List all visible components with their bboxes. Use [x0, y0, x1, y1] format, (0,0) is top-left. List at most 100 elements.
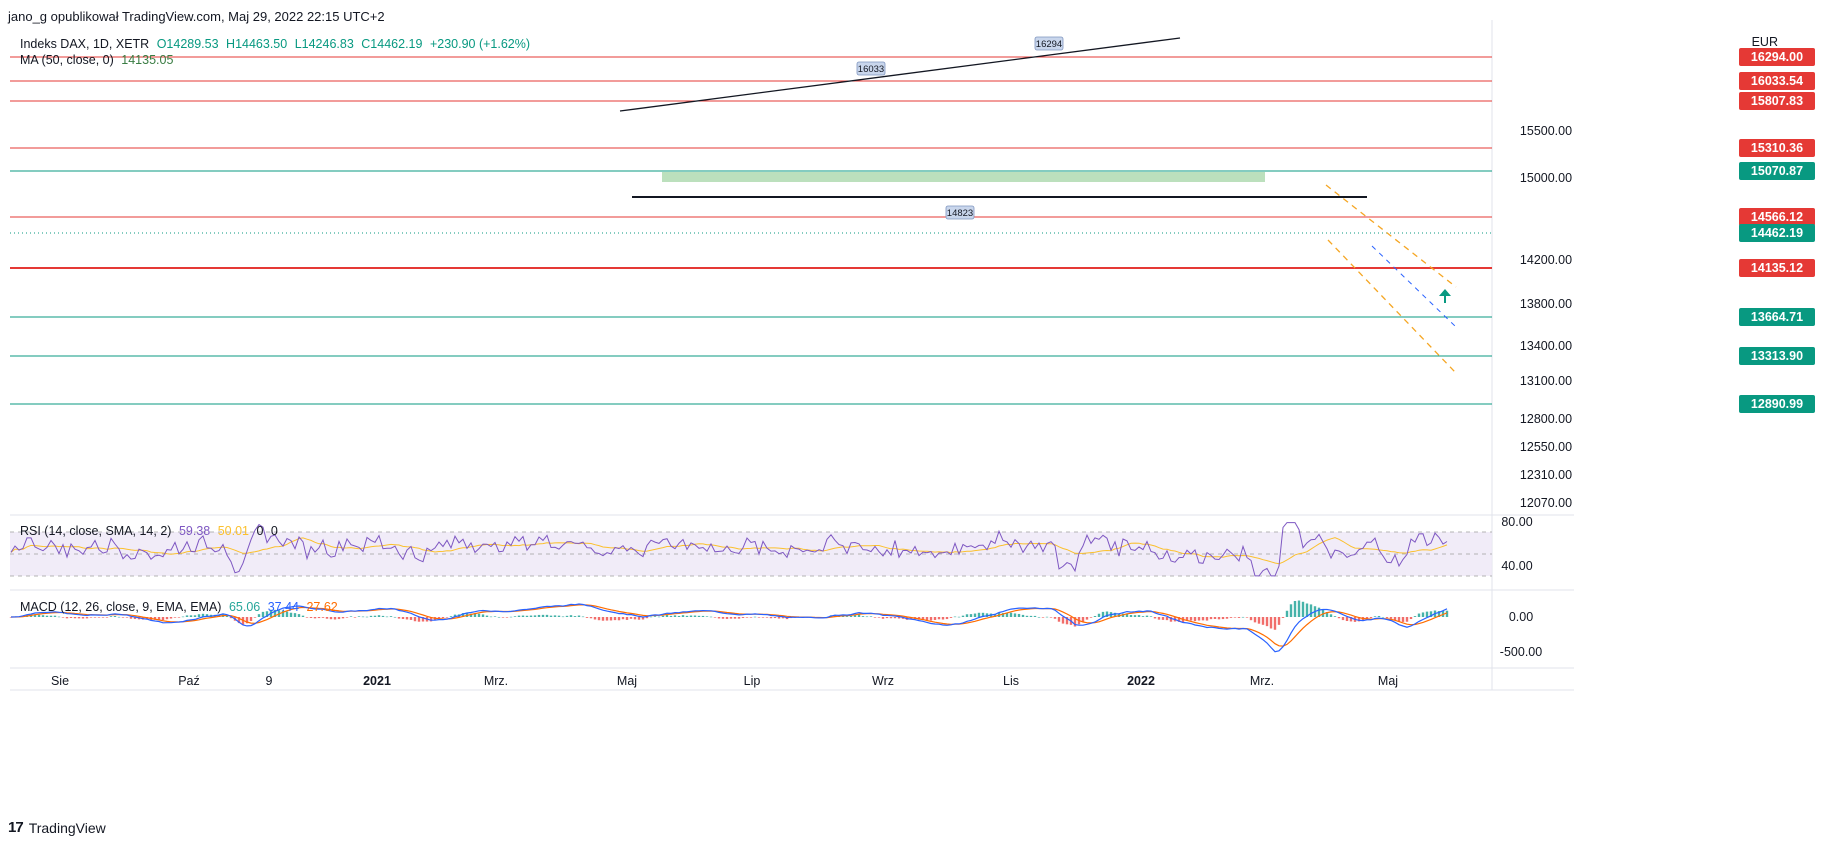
macd-hist-bar — [1149, 616, 1153, 617]
rsi-legend[interactable]: RSI (14, close, SMA, 14, 2) 59.38 50.01 … — [20, 524, 282, 538]
macd-hist-bar — [121, 617, 125, 618]
footer-brand-text: TradingView — [28, 819, 106, 836]
macd-hist-bar — [397, 617, 401, 619]
macd-hist-bar — [1145, 615, 1149, 617]
macd-hist-bar — [617, 617, 621, 621]
close-value: C14462.19 — [361, 37, 423, 51]
macd-hist-bar — [1229, 617, 1233, 618]
macd-hist-bar — [529, 615, 533, 617]
macd-hist-bar — [673, 615, 677, 617]
macd-hist-bar — [1373, 616, 1377, 617]
macd-hist-bar — [1081, 617, 1085, 623]
macd-hist-bar — [769, 617, 773, 619]
ma-legend[interactable]: MA (50, close, 0) 14135.05 — [20, 53, 177, 67]
macd-hist-bar — [1429, 611, 1433, 617]
upper-trendline — [619, 37, 1181, 112]
macd-hist-bar — [321, 617, 325, 618]
macd-hist-bar — [961, 615, 965, 617]
macd-hist-bar — [257, 614, 261, 617]
macd-hist-bar — [1221, 617, 1225, 620]
macd-hist-bar — [69, 617, 73, 618]
macd-hist-bar — [1161, 617, 1165, 620]
macd-hist-bar — [1037, 616, 1041, 618]
macd-hist-bar — [165, 617, 169, 620]
macd-hist-bar — [561, 616, 565, 618]
price-label-13313.90: 13313.90 — [1739, 347, 1815, 365]
macd-hist-bar — [597, 617, 601, 621]
macd-hist-bar — [701, 615, 705, 617]
price-tick: 12800.00 — [1520, 412, 1572, 426]
macd-hist-bar — [437, 617, 441, 619]
macd-legend[interactable]: MACD (12, 26, close, 9, EMA, EMA) 65.06 … — [20, 600, 342, 614]
macd-hist-bar — [201, 613, 205, 617]
price-label-12890.99: 12890.99 — [1739, 395, 1815, 413]
macd-hist-bar — [161, 617, 165, 621]
macd-hist-bar — [1005, 612, 1009, 617]
macd-hist-bar — [897, 617, 901, 619]
svg-text:14823: 14823 — [947, 208, 973, 219]
macd-hist-bar — [225, 616, 229, 617]
macd-hist-bar — [301, 615, 305, 617]
time-label: 2021 — [363, 674, 391, 688]
macd-hist-bar — [1445, 610, 1449, 617]
macd-hist-bar — [661, 615, 665, 617]
macd-hist-bar — [1421, 612, 1425, 617]
macd-hist-bar — [689, 615, 693, 617]
macd-hist-bar — [1329, 614, 1333, 617]
macd-hist-bar — [253, 617, 257, 618]
price-label-14462.19: 14462.19 — [1739, 224, 1815, 242]
pane-borders — [10, 20, 1574, 691]
macd-hist-bar — [169, 617, 173, 619]
price-tick: 12310.00 — [1520, 468, 1572, 482]
macd-hist-bar — [125, 617, 129, 618]
macd-hist-bar — [1365, 617, 1369, 619]
macd-hist-bar — [205, 614, 209, 617]
footer-branding[interactable]: 17 TradingView — [8, 819, 106, 836]
macd-hist-bar — [1425, 611, 1429, 617]
annotation-14823: 14823 — [945, 205, 975, 220]
macd-hist-bar — [721, 617, 725, 619]
macd-hist-bar — [889, 617, 893, 619]
macd-hist-bar — [577, 615, 581, 617]
macd-hist-bar — [937, 617, 941, 620]
macd-hist-bar — [933, 617, 937, 620]
macd-hist-bar — [833, 614, 837, 617]
price-label-16294.00: 16294.00 — [1739, 48, 1815, 66]
rsi-label: RSI (14, close, SMA, 14, 2) — [20, 524, 172, 538]
macd-hist-bar — [1197, 617, 1201, 621]
macd-hist-bar — [337, 617, 341, 620]
annotation-16294: 16294 — [1034, 36, 1064, 51]
price-tick: 13400.00 — [1520, 339, 1572, 353]
macd-hist-bar — [537, 614, 541, 617]
price-label-15310.36: 15310.36 — [1739, 139, 1815, 157]
price-axis: 15500.00 15000.00 14200.00 13800.00 13400.00… — [1500, 124, 1572, 659]
price-tick: 13100.00 — [1520, 374, 1572, 388]
macd-hist-bar — [285, 611, 289, 617]
macd-signal-value: 37.44 — [267, 600, 299, 614]
ma-label: MA (50, close, 0) — [20, 53, 114, 67]
macd-hist-bar — [245, 617, 249, 624]
macd-hist-bar — [1317, 607, 1321, 617]
macd-hist-bar — [93, 617, 97, 618]
macd-hist-bar — [289, 612, 293, 617]
macd-hist-bar — [649, 616, 653, 618]
macd-hist-bar — [1125, 613, 1129, 617]
macd-hist-bar — [469, 613, 473, 617]
macd-hist-bar — [893, 617, 897, 619]
macd-hist-bar — [633, 617, 637, 620]
macd-hist-bar — [89, 617, 93, 618]
symbol-legend[interactable]: Indeks DAX, 1D, XETR O14289.53 H14463.50… — [20, 37, 534, 51]
macd-hist-bar — [625, 617, 629, 620]
macd-hist-bar — [857, 614, 861, 617]
macd-hist-bar — [677, 615, 681, 617]
macd-label: MACD (12, 26, close, 9, EMA, EMA) — [20, 600, 222, 614]
macd-hist-bar — [725, 617, 729, 619]
green-support-zone — [662, 172, 1265, 182]
price-tick: 15000.00 — [1520, 171, 1572, 185]
macd-hist-bar — [385, 616, 389, 618]
macd-hist-bar — [377, 615, 381, 617]
macd-hist-bar — [177, 617, 181, 618]
macd-hist-bar — [61, 617, 65, 618]
macd-hist-bar — [265, 611, 269, 617]
